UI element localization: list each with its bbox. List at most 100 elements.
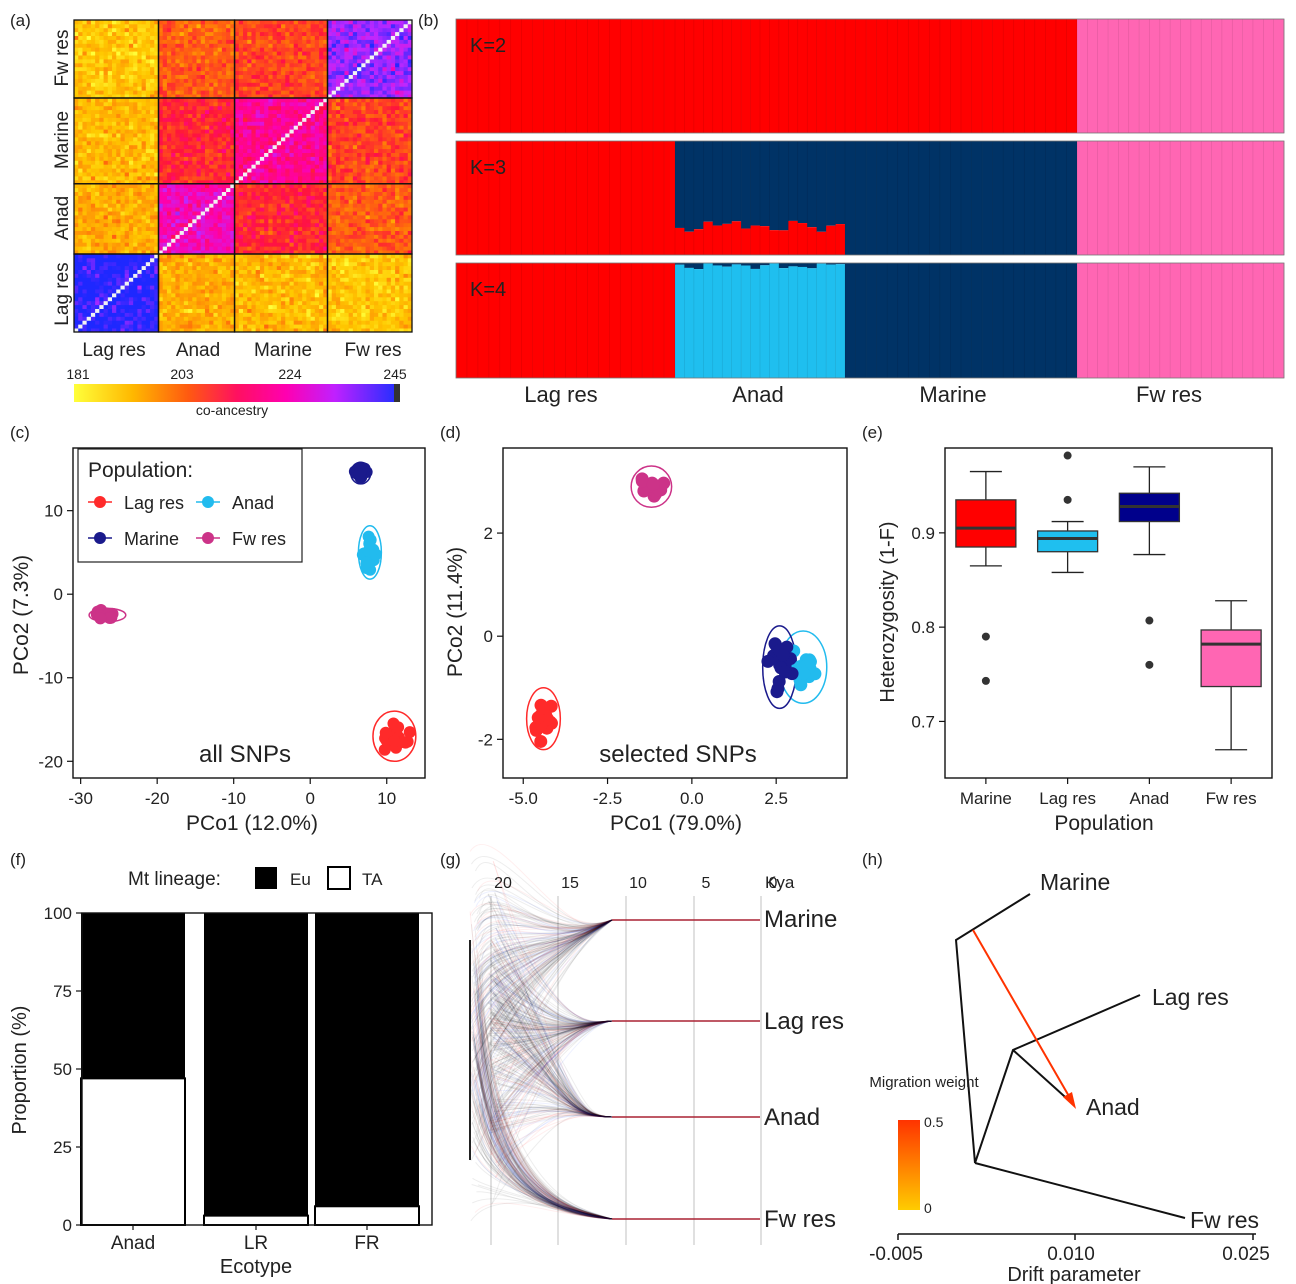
heatmap-cell [217,238,223,243]
heatmap-cell [357,207,362,212]
heatmap-cell [78,304,83,309]
heatmap-cell [302,168,307,173]
heatmap-cell [340,156,345,161]
heatmap-cell [95,199,100,204]
heatmap-cell [128,269,134,274]
heatmap-cell [285,105,290,111]
heatmap-cell [221,218,227,224]
heatmap-cell [272,129,278,134]
heatmap-cell [340,300,345,306]
heatmap-cell [335,312,341,317]
heatmap-cell [399,121,404,126]
heatmap-cell [226,316,231,321]
heatmap-cell [365,257,371,263]
heatmap-cell [259,304,265,309]
heatmap-cell [107,117,113,122]
heatmap-cell [154,254,159,259]
heatmap-cell [95,160,100,165]
heatmap-cell [133,86,138,91]
heatmap-cell [230,191,235,196]
heatmap-cell [74,316,79,321]
heatmap-cell [352,207,358,212]
heatmap-cell [82,172,88,177]
heatmap-cell [82,86,88,91]
heatmap-cell [285,183,290,189]
heatmap-cell [403,195,409,200]
heatmap-cell [133,113,138,118]
heatmap-cell [386,98,392,103]
heatmap-cell [259,160,265,165]
heatmap-cell [213,133,219,138]
heatmap-cell [255,308,261,313]
heatmap-cell [407,328,413,333]
heatmap-cell [217,172,223,177]
heatmap-cell [192,101,197,107]
heatmap-cell [247,320,252,325]
heatmap-cell [289,308,295,313]
heatmap-cell [297,293,303,298]
heatmap-cell [221,246,227,251]
heatmap-cell [335,148,341,153]
heatmap-cell [310,211,316,216]
heatmap-cell [302,218,307,224]
heatmap-cell [297,125,303,130]
heatmap-cell [74,215,79,220]
heatmap-cell [166,203,172,208]
heatmap-cell [335,94,341,99]
heatmap-cell [86,183,92,189]
heatmap-cell [403,183,409,189]
heatmap-cell [289,324,295,329]
heatmap-cell [289,230,295,235]
heatmap-cell [403,164,409,169]
heatmap-cell [340,324,345,329]
heatmap-cell [171,140,176,146]
heatmap-cell [297,168,303,173]
heatmap-cell [230,94,235,99]
heatmap-cell [357,265,362,270]
heatmap-cell [217,109,223,114]
heatmap-cell [407,296,413,302]
heatmap-cell [361,137,366,142]
heatmap-cell [171,277,176,282]
heatmap-cell [90,293,96,298]
heatmap-cell [272,293,278,298]
heatmap-cell [209,129,214,134]
heatmap-cell [226,203,231,208]
heatmap-cell [213,300,219,306]
heatmap-cell [128,300,134,306]
heatmap-cell [251,328,257,333]
heatmap-cell [407,199,413,204]
heatmap-cell [183,152,189,157]
heatmap-cell [166,257,172,263]
heatmap-cell [238,304,244,309]
heatmap-cell [217,308,223,313]
heatmap-cell [226,269,231,274]
heatmap-cell [382,324,388,329]
heatmap-cell [331,172,337,177]
heatmap-cell [192,261,197,267]
heatmap-cell [289,238,295,243]
heatmap-cell [302,254,307,259]
heatmap-cell [399,324,404,329]
heatmap-cell [86,300,92,306]
heatmap-cell [99,320,104,325]
heatmap-cell [386,289,392,294]
heatmap-cell [365,230,371,235]
heatmap-cell [175,179,181,185]
heatmap-cell [407,156,413,161]
heatmap-cell [323,183,328,189]
heatmap-cell [137,242,143,247]
heatmap-cell [272,125,278,130]
heatmap-cell [112,234,117,239]
heatmap-cell [327,105,333,111]
heatmap-cell [107,187,113,192]
heatmap-cell [302,273,307,278]
heatmap-cell [310,234,316,239]
heatmap-cell [247,133,252,138]
heatmap-cell [204,164,210,169]
heatmap-cell [213,328,219,333]
heatmap-cell [361,156,366,161]
heatmap-cell [137,218,143,224]
heatmap-cell [230,152,235,157]
heatmap-cell [107,277,113,282]
